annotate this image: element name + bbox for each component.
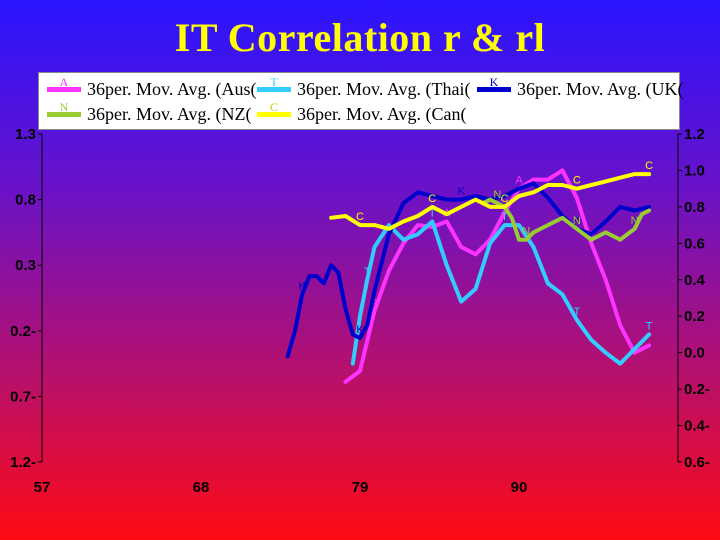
- x-axis-tick-label: 79: [352, 479, 369, 496]
- right-axis-tick-label: 0.0: [684, 345, 705, 362]
- legend-swatch-nz: N: [47, 100, 81, 124]
- series-line-2: [285, 181, 652, 359]
- legend-line-can: [257, 112, 291, 117]
- series-point-marker-3: N: [522, 226, 530, 238]
- left-axis-tick-label: 1.2-: [10, 454, 36, 471]
- series-point-marker-3: N: [573, 215, 581, 227]
- x-axis-tick-label: 68: [193, 479, 210, 496]
- series-point-marker-1: T: [573, 306, 580, 318]
- series-point-marker-2: K: [458, 186, 466, 198]
- right-axis-tick-label: 0.8: [684, 199, 705, 216]
- series-line-4: [329, 172, 652, 231]
- legend-marker-aus: A: [59, 75, 69, 89]
- series-point-marker-2: K: [573, 215, 581, 227]
- right-axis-tick-label: 0.6-: [684, 454, 710, 471]
- series-point-marker-0: A: [371, 297, 379, 309]
- legend-label-uk: 36per. Mov. Avg. (UK(: [517, 78, 684, 99]
- left-axis-tick-label: 0.7-: [10, 388, 36, 405]
- right-axis-tick-label: 1.0: [684, 162, 705, 179]
- right-axis-tick-label: 0.6: [684, 235, 705, 252]
- left-axis-tick-label: 1.3: [15, 126, 36, 143]
- series-point-marker-4: C: [573, 175, 581, 187]
- legend-swatch-thai: T: [257, 75, 291, 99]
- series-point-marker-4: C: [356, 211, 364, 223]
- series-point-marker-4: C: [645, 160, 653, 172]
- right-axis-tick-label: 1.2: [684, 126, 705, 143]
- chart-title: IT Correlation r & rl: [174, 15, 546, 60]
- series-point-marker-1: T: [501, 211, 508, 223]
- series-line-1: [350, 219, 652, 366]
- legend-item-nz: N 36per. Mov. Avg. (NZ(: [47, 100, 252, 126]
- legend-label-aus: 36per. Mov. Avg. (Aus(: [87, 78, 257, 99]
- legend-line-thai: [257, 87, 291, 92]
- series-point-marker-3: N: [493, 189, 501, 201]
- legend-line-nz: [47, 112, 81, 117]
- series-point-marker-3: N: [631, 215, 639, 227]
- series-point-marker-1: T: [429, 207, 436, 219]
- legend-swatch-can: C: [257, 100, 291, 124]
- legend-marker-nz: N: [59, 100, 69, 114]
- legend-item-uk: K 36per. Mov. Avg. (UK(: [477, 75, 684, 101]
- left-axis-tick-label: 0.2-: [10, 323, 36, 340]
- right-axis-tick-label: 0.4: [684, 272, 706, 289]
- legend-label-can: 36per. Mov. Avg. (Can(: [297, 103, 467, 124]
- series-line-0: [343, 168, 652, 384]
- series-point-marker-1: T: [646, 320, 653, 332]
- left-axis-tick-label: 0.8: [15, 192, 36, 209]
- series-point-marker-1: T: [364, 266, 371, 278]
- legend-swatch-uk: K: [477, 75, 511, 99]
- series-point-marker-4: C: [428, 193, 436, 205]
- legend-line-uk: [477, 87, 511, 92]
- series-point-marker-4: C: [501, 193, 509, 205]
- legend-marker-can: C: [269, 100, 278, 114]
- chart-legend: A 36per. Mov. Avg. (Aus( T 36per. Mov. A…: [38, 72, 684, 130]
- right-axis-tick-label: 0.4-: [684, 418, 710, 435]
- legend-marker-uk: K: [489, 75, 499, 89]
- legend-swatch-aus: A: [47, 75, 81, 99]
- series-point-marker-2: K: [299, 280, 307, 292]
- legend-item-can: C 36per. Mov. Avg. (Can(: [257, 100, 467, 126]
- legend-item-aus: A 36per. Mov. Avg. (Aus(: [47, 75, 257, 101]
- series-point-marker-2: K: [356, 324, 364, 336]
- series-point-marker-0: A: [515, 175, 523, 187]
- x-axis-tick-label: 57: [34, 479, 51, 496]
- legend-item-thai: T 36per. Mov. Avg. (Thai(: [257, 75, 471, 101]
- x-axis-tick-label: 90: [511, 479, 528, 496]
- right-axis-tick-label: 0.2: [684, 308, 705, 325]
- right-axis-tick-label: 0.2-: [684, 381, 710, 398]
- legend-line-aus: [47, 87, 81, 92]
- left-axis-tick-label: 0.3: [15, 257, 36, 274]
- legend-label-nz: 36per. Mov. Avg. (NZ(: [87, 103, 252, 124]
- legend-marker-thai: T: [270, 75, 278, 89]
- legend-label-thai: 36per. Mov. Avg. (Thai(: [297, 78, 471, 99]
